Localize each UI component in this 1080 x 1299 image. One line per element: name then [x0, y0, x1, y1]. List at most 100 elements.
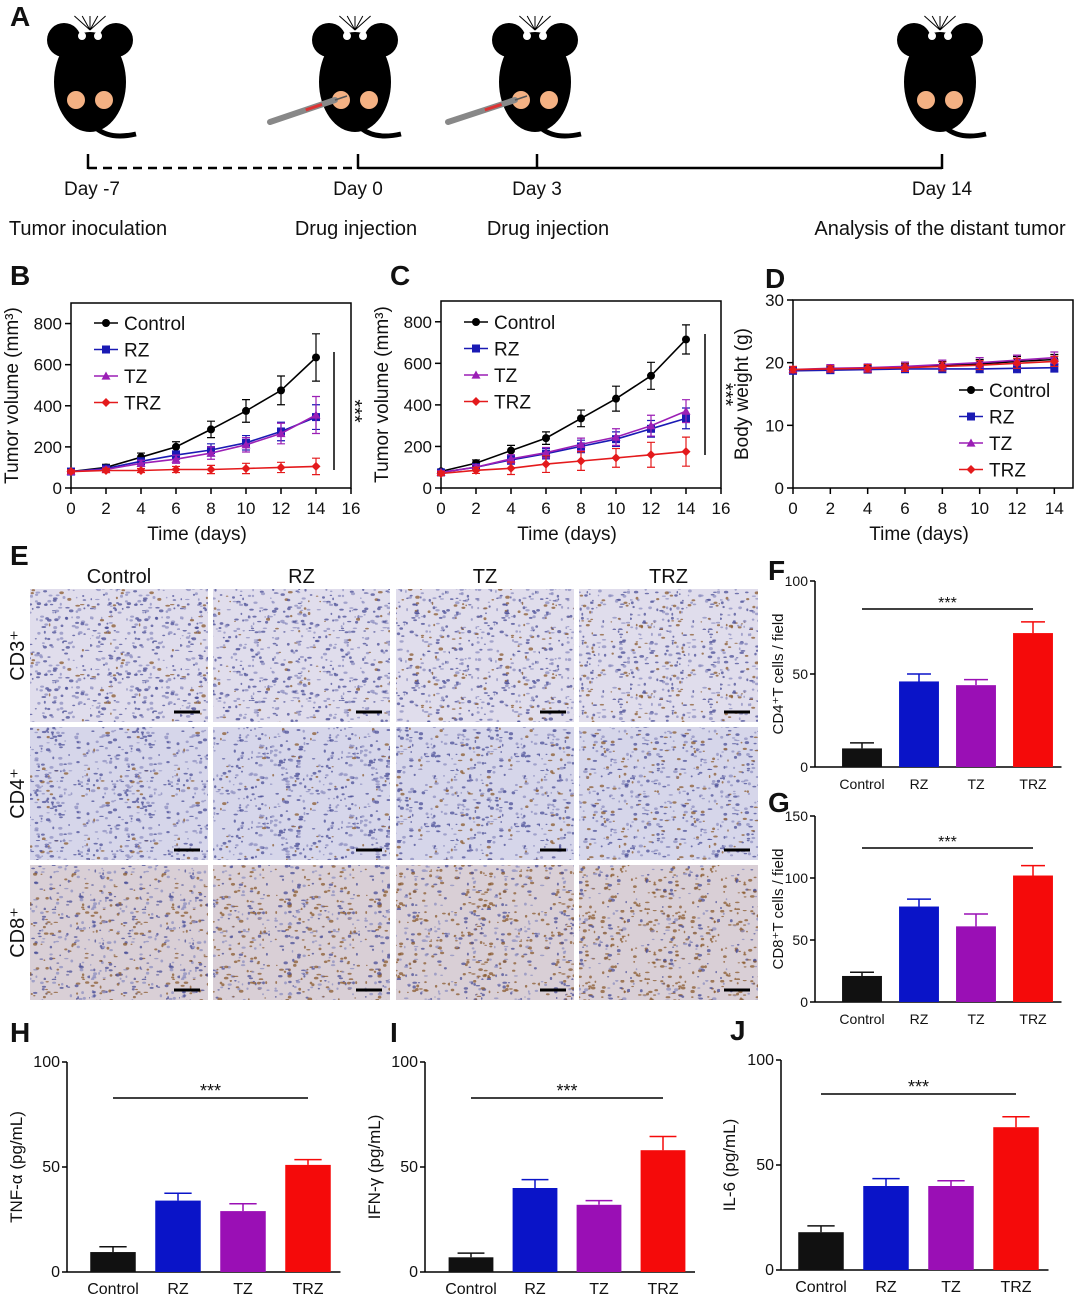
- data-point: [471, 465, 481, 475]
- data-point: [506, 454, 516, 463]
- series-line: [70, 414, 317, 473]
- timeline-label: Drug injection: [487, 218, 609, 240]
- x-tick-label: TZ: [233, 1281, 253, 1298]
- data-point: [541, 448, 551, 457]
- y-tick-label: 0: [51, 1264, 60, 1281]
- mouse-eye: [539, 32, 547, 40]
- column-label: RZ: [288, 566, 315, 588]
- y-tick-label: 800: [404, 313, 432, 332]
- x-tick-label: 4: [863, 499, 872, 518]
- x-tick-label: RZ: [875, 1279, 897, 1296]
- x-tick-label: 14: [307, 499, 326, 518]
- x-axis-label: Time (days): [869, 524, 969, 545]
- mouse-body: [904, 32, 976, 132]
- data-point: [937, 361, 947, 371]
- significance-label: ***: [343, 399, 365, 423]
- significance-label: ***: [908, 1077, 929, 1097]
- error-bar: [457, 1252, 485, 1258]
- x-tick-label: TZ: [967, 776, 985, 792]
- legend-marker: [102, 319, 110, 327]
- series-line: [792, 366, 1055, 372]
- data-point: [1012, 358, 1022, 368]
- y-tick-label: 0: [775, 479, 784, 498]
- data-point: [206, 448, 216, 457]
- y-tick-label: 100: [33, 1054, 60, 1071]
- bar: [448, 1257, 494, 1272]
- x-tick-label: 6: [541, 499, 550, 518]
- data-point: [206, 465, 216, 474]
- x-tick-label: 16: [712, 499, 731, 518]
- bar: [956, 926, 996, 1002]
- x-tick-label: 4: [136, 499, 145, 518]
- x-tick-label: RZ: [524, 1281, 546, 1298]
- x-tick-label: 2: [471, 499, 480, 518]
- x-tick-label: Control: [795, 1279, 847, 1296]
- error-bar: [521, 1178, 549, 1188]
- bar: [899, 681, 939, 767]
- y-tick-label: 150: [785, 808, 809, 824]
- series-line: [792, 360, 1055, 371]
- error-bar: [872, 1177, 900, 1186]
- mouse-whisker: [931, 15, 941, 31]
- y-tick-label: 800: [34, 315, 62, 334]
- y-axis-label: Body weight (g): [732, 328, 753, 460]
- legend-label: Control: [124, 314, 185, 335]
- mouse-tumor: [512, 91, 530, 109]
- legend-marker: [101, 398, 111, 407]
- column-label: TRZ: [649, 566, 688, 588]
- x-tick-label: TRZ: [1000, 1279, 1031, 1296]
- data-point: [136, 458, 146, 467]
- bar: [512, 1188, 558, 1272]
- series-line: [440, 338, 687, 473]
- data-point: [681, 447, 691, 457]
- y-tick-label: 50: [792, 932, 808, 948]
- row-label: CD4⁺: [7, 768, 29, 819]
- y-tick-label: 50: [792, 666, 808, 682]
- y-tick-label: 100: [785, 573, 809, 589]
- mouse-eye: [359, 32, 367, 40]
- mouse-whisker: [939, 15, 949, 31]
- mouse-body: [319, 32, 391, 132]
- plot-frame: [792, 299, 1074, 489]
- data-point: [436, 468, 446, 478]
- micrograph: [396, 589, 574, 722]
- data-point: [172, 442, 180, 451]
- error-bar: [907, 898, 931, 907]
- y-tick-label: 0: [765, 1262, 774, 1279]
- mouse-whisker: [526, 15, 536, 31]
- y-axis-label: Tumor volume (mm³): [372, 306, 393, 483]
- error-bar: [937, 1180, 965, 1186]
- data-point: [1050, 363, 1059, 372]
- mouse-whisker: [924, 15, 941, 31]
- panel-letter: B: [10, 260, 30, 291]
- legend-marker: [102, 345, 110, 354]
- mouse-tumor: [945, 91, 963, 109]
- legend-label: RZ: [494, 340, 520, 361]
- bar: [899, 906, 939, 1002]
- legend-label: TRZ: [494, 393, 531, 414]
- syringe-drug: [305, 102, 323, 112]
- y-axis-label: CD4⁺T cells / field: [770, 613, 787, 734]
- significance-label: ***: [938, 834, 957, 851]
- y-axis-label: CD8⁺T cells / field: [770, 848, 787, 969]
- timeline-day: Day 0: [333, 179, 383, 200]
- data-point: [136, 466, 146, 476]
- mouse-whisker: [354, 15, 364, 31]
- bar: [90, 1252, 136, 1272]
- data-point: [975, 360, 985, 370]
- error-bar: [649, 1135, 677, 1151]
- mouse-icon: [897, 15, 987, 139]
- panel-letter: H: [10, 1017, 30, 1048]
- row-label: CD8⁺: [7, 907, 29, 958]
- mouse-whisker: [81, 15, 91, 31]
- y-tick-label: 50: [756, 1157, 774, 1174]
- syringe: [267, 97, 338, 125]
- series-line: [70, 465, 317, 473]
- x-tick-label: Control: [839, 1011, 884, 1027]
- error-bar: [1021, 621, 1045, 634]
- x-tick-label: RZ: [167, 1281, 189, 1298]
- significance-label: ***: [714, 383, 736, 407]
- legend-label: TZ: [124, 367, 148, 388]
- mouse-eye: [928, 32, 936, 40]
- x-tick-label: 2: [101, 499, 110, 518]
